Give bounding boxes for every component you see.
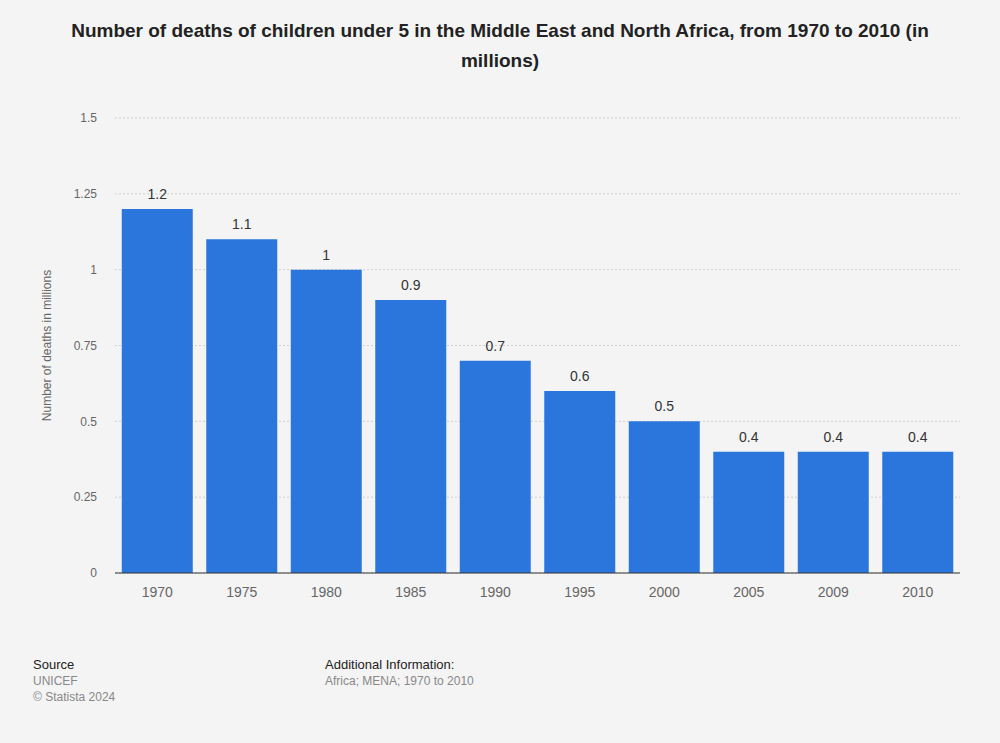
svg-text:2005: 2005	[733, 584, 764, 600]
html-text:UNICEF: UNICEF	[33, 674, 78, 688]
svg-text:0.5: 0.5	[80, 415, 97, 429]
svg-text:1995: 1995	[564, 584, 595, 600]
svg-text:0.5: 0.5	[655, 398, 675, 414]
html-text:© Statista 2024: © Statista 2024	[33, 690, 116, 704]
svg-text:0.7: 0.7	[486, 338, 506, 354]
svg-text:1: 1	[322, 247, 330, 263]
svg-text:1985: 1985	[395, 584, 426, 600]
svg-text:0.4: 0.4	[908, 429, 928, 445]
html-text:Number of deaths of children u: Number of deaths of children under 5 in …	[71, 20, 929, 71]
svg-text:1980: 1980	[311, 584, 342, 600]
svg-text:1.5: 1.5	[80, 111, 97, 125]
svg-text:1.25: 1.25	[74, 187, 98, 201]
svg-text:2000: 2000	[649, 584, 680, 600]
svg-text:1.1: 1.1	[232, 216, 252, 232]
svg-text:Number of deaths in millions: Number of deaths in millions	[40, 270, 54, 421]
svg-text:0.4: 0.4	[824, 429, 844, 445]
svg-text:0.9: 0.9	[401, 277, 421, 293]
svg-text:0.6: 0.6	[570, 368, 590, 384]
svg-text:1970: 1970	[142, 584, 173, 600]
html-text:Additional Information:: Additional Information:	[325, 657, 455, 672]
svg-text:0.4: 0.4	[739, 429, 759, 445]
svg-text:1: 1	[90, 263, 97, 277]
svg-text:1.2: 1.2	[148, 186, 168, 202]
html-text:Africa; MENA; 1970 to 2010: Africa; MENA; 1970 to 2010	[325, 674, 474, 688]
svg-text:2009: 2009	[818, 584, 849, 600]
svg-text:0.25: 0.25	[74, 490, 98, 504]
svg-text:2010: 2010	[902, 584, 933, 600]
svg-text:0: 0	[90, 566, 97, 580]
svg-text:0.75: 0.75	[74, 339, 98, 353]
svg-text:1990: 1990	[480, 584, 511, 600]
svg-text:1975: 1975	[226, 584, 257, 600]
html-text:Source: Source	[33, 657, 75, 672]
